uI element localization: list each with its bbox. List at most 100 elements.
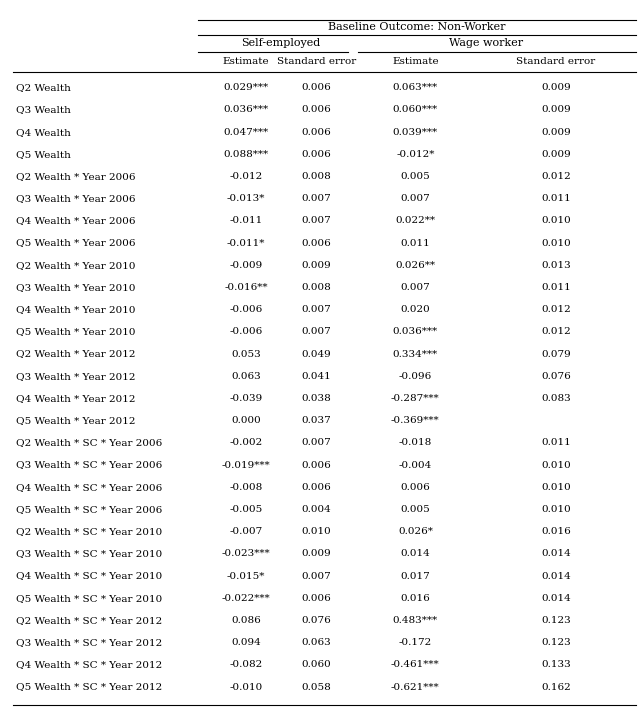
Text: 0.063: 0.063 <box>302 638 331 647</box>
Text: 0.123: 0.123 <box>541 638 571 647</box>
Text: Q2 Wealth * SC * Year 2010: Q2 Wealth * SC * Year 2010 <box>16 527 162 536</box>
Text: 0.014: 0.014 <box>541 549 571 558</box>
Text: -0.007: -0.007 <box>229 527 263 536</box>
Text: 0.009: 0.009 <box>302 261 331 270</box>
Text: -0.023***: -0.023*** <box>222 549 270 558</box>
Text: Q3 Wealth * SC * Year 2006: Q3 Wealth * SC * Year 2006 <box>16 460 162 470</box>
Text: 0.123: 0.123 <box>541 616 571 625</box>
Text: Q4 Wealth * SC * Year 2012: Q4 Wealth * SC * Year 2012 <box>16 660 162 669</box>
Text: 0.011: 0.011 <box>541 283 571 292</box>
Text: 0.036***: 0.036*** <box>224 105 268 115</box>
Text: 0.007: 0.007 <box>401 283 430 292</box>
Text: 0.006: 0.006 <box>302 127 331 137</box>
Text: 0.006: 0.006 <box>302 594 331 603</box>
Text: Q3 Wealth * Year 2006: Q3 Wealth * Year 2006 <box>16 194 135 203</box>
Text: -0.172: -0.172 <box>399 638 432 647</box>
Text: 0.088***: 0.088*** <box>224 150 268 159</box>
Text: -0.011*: -0.011* <box>227 238 265 248</box>
Text: -0.002: -0.002 <box>229 438 263 448</box>
Text: Q5 Wealth * Year 2012: Q5 Wealth * Year 2012 <box>16 416 135 425</box>
Text: 0.012: 0.012 <box>541 305 571 314</box>
Text: Q2 Wealth * Year 2012: Q2 Wealth * Year 2012 <box>16 349 135 359</box>
Text: Q3 Wealth * Year 2010: Q3 Wealth * Year 2010 <box>16 283 135 292</box>
Text: 0.162: 0.162 <box>541 682 571 692</box>
Text: Q5 Wealth: Q5 Wealth <box>16 150 71 159</box>
Text: Q4 Wealth * SC * Year 2006: Q4 Wealth * SC * Year 2006 <box>16 483 162 492</box>
Text: -0.006: -0.006 <box>229 305 263 314</box>
Text: 0.009: 0.009 <box>541 150 571 159</box>
Text: 0.060: 0.060 <box>302 660 331 669</box>
Text: 0.063: 0.063 <box>231 372 261 381</box>
Text: -0.015*: -0.015* <box>227 571 265 581</box>
Text: 0.011: 0.011 <box>541 194 571 203</box>
Text: -0.011: -0.011 <box>229 216 263 226</box>
Text: 0.058: 0.058 <box>302 682 331 692</box>
Text: 0.009: 0.009 <box>541 105 571 115</box>
Text: 0.010: 0.010 <box>541 216 571 226</box>
Text: 0.006: 0.006 <box>401 483 430 492</box>
Text: -0.013*: -0.013* <box>227 194 265 203</box>
Text: 0.007: 0.007 <box>302 327 331 337</box>
Text: 0.006: 0.006 <box>302 83 331 92</box>
Text: -0.012*: -0.012* <box>396 150 435 159</box>
Text: Q4 Wealth * Year 2010: Q4 Wealth * Year 2010 <box>16 305 135 314</box>
Text: 0.004: 0.004 <box>302 505 331 514</box>
Text: 0.007: 0.007 <box>302 216 331 226</box>
Text: 0.010: 0.010 <box>302 527 331 536</box>
Text: 0.026**: 0.026** <box>396 261 435 270</box>
Text: -0.369***: -0.369*** <box>391 416 440 425</box>
Text: 0.016: 0.016 <box>541 527 571 536</box>
Text: 0.012: 0.012 <box>541 327 571 337</box>
Text: 0.334***: 0.334*** <box>393 349 438 359</box>
Text: Q4 Wealth * SC * Year 2010: Q4 Wealth * SC * Year 2010 <box>16 571 162 581</box>
Text: 0.007: 0.007 <box>302 194 331 203</box>
Text: 0.006: 0.006 <box>302 483 331 492</box>
Text: 0.063***: 0.063*** <box>393 83 438 92</box>
Text: 0.083: 0.083 <box>541 394 571 403</box>
Text: Standard error: Standard error <box>277 57 356 66</box>
Text: Q4 Wealth * Year 2006: Q4 Wealth * Year 2006 <box>16 216 135 226</box>
Text: 0.008: 0.008 <box>302 172 331 181</box>
Text: Q3 Wealth * SC * Year 2012: Q3 Wealth * SC * Year 2012 <box>16 638 162 647</box>
Text: -0.006: -0.006 <box>229 327 263 337</box>
Text: Q2 Wealth * Year 2006: Q2 Wealth * Year 2006 <box>16 172 135 181</box>
Text: 0.005: 0.005 <box>401 505 430 514</box>
Text: 0.007: 0.007 <box>302 571 331 581</box>
Text: 0.006: 0.006 <box>302 460 331 470</box>
Text: Q4 Wealth * Year 2012: Q4 Wealth * Year 2012 <box>16 394 135 403</box>
Text: 0.037: 0.037 <box>302 416 331 425</box>
Text: -0.022***: -0.022*** <box>222 594 270 603</box>
Text: 0.009: 0.009 <box>302 549 331 558</box>
Text: Wage worker: Wage worker <box>449 38 523 48</box>
Text: 0.007: 0.007 <box>401 194 430 203</box>
Text: 0.036***: 0.036*** <box>393 327 438 337</box>
Text: 0.020: 0.020 <box>401 305 430 314</box>
Text: Q3 Wealth: Q3 Wealth <box>16 105 71 115</box>
Text: Q2 Wealth * Year 2010: Q2 Wealth * Year 2010 <box>16 261 135 270</box>
Text: 0.038: 0.038 <box>302 394 331 403</box>
Text: 0.039***: 0.039*** <box>393 127 438 137</box>
Text: 0.041: 0.041 <box>302 372 331 381</box>
Text: Q5 Wealth * SC * Year 2012: Q5 Wealth * SC * Year 2012 <box>16 682 162 692</box>
Text: -0.005: -0.005 <box>229 505 263 514</box>
Text: 0.006: 0.006 <box>302 238 331 248</box>
Text: 0.010: 0.010 <box>541 505 571 514</box>
Text: Standard error: Standard error <box>516 57 596 66</box>
Text: Self-employed: Self-employed <box>242 38 321 48</box>
Text: 0.011: 0.011 <box>541 438 571 448</box>
Text: -0.018: -0.018 <box>399 438 432 448</box>
Text: 0.086: 0.086 <box>231 616 261 625</box>
Text: 0.049: 0.049 <box>302 349 331 359</box>
Text: 0.010: 0.010 <box>541 460 571 470</box>
Text: 0.060***: 0.060*** <box>393 105 438 115</box>
Text: 0.076: 0.076 <box>302 616 331 625</box>
Text: -0.004: -0.004 <box>399 460 432 470</box>
Text: -0.096: -0.096 <box>399 372 432 381</box>
Text: 0.094: 0.094 <box>231 638 261 647</box>
Text: -0.016**: -0.016** <box>224 283 268 292</box>
Text: 0.014: 0.014 <box>401 549 430 558</box>
Text: Q2 Wealth * SC * Year 2012: Q2 Wealth * SC * Year 2012 <box>16 616 162 625</box>
Text: Q5 Wealth * SC * Year 2010: Q5 Wealth * SC * Year 2010 <box>16 594 162 603</box>
Text: 0.047***: 0.047*** <box>224 127 268 137</box>
Text: -0.009: -0.009 <box>229 261 263 270</box>
